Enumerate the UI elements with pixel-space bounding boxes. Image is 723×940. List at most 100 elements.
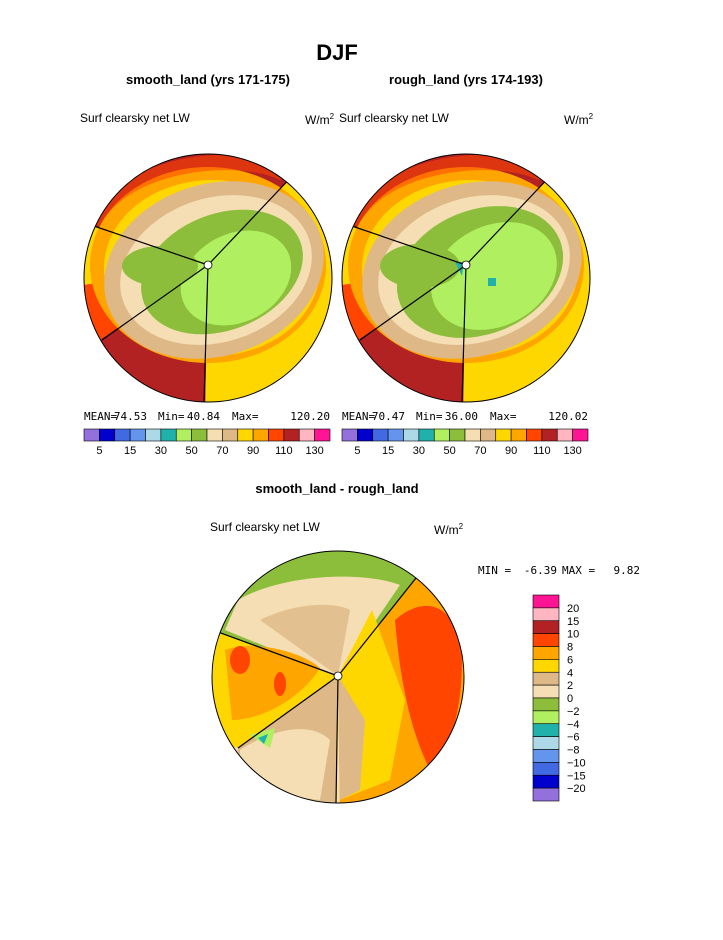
map-rough-land: [342, 154, 590, 402]
difference-variable-label: Surf clearsky net LW: [210, 520, 320, 534]
right-colorbar-swatch: [387, 428, 404, 442]
map-smooth-land: [84, 154, 332, 402]
map-a-lightgreen-core: [180, 230, 292, 326]
difference-max-label: MAX =: [562, 564, 595, 577]
map-c-red-west-1: [230, 646, 250, 674]
map-c-tan-north: [260, 604, 350, 676]
left-colorbar-swatch: [99, 428, 116, 442]
left-panel-title: smooth_land (yrs 171-175): [126, 72, 290, 87]
left-mean-label: MEAN=: [84, 410, 117, 423]
difference-colorbar-tick-label: −8: [567, 745, 580, 757]
left-colorbar-swatch: [206, 428, 223, 442]
map-b-lightgreen-core: [431, 222, 557, 330]
difference-colorbar-swatch: [532, 697, 560, 712]
left-units-sup: 2: [330, 112, 335, 121]
right-units-base: W/m: [564, 113, 589, 127]
difference-colorbar-tick-label: 0: [567, 693, 573, 705]
right-colorbar-swatch: [341, 428, 358, 442]
map-a-sector-lines: [87, 171, 297, 402]
figure-title: DJF: [316, 40, 358, 65]
difference-colorbar-swatch: [532, 594, 560, 609]
difference-colorbar-tick-label: 15: [567, 616, 579, 628]
left-colorbar-swatch: [268, 428, 285, 442]
left-units: W/m2: [305, 112, 335, 127]
right-max-label: Max=: [490, 410, 517, 423]
right-colorbar-swatch: [372, 428, 389, 442]
difference-colorbar-swatch: [532, 749, 560, 763]
difference-colorbar-swatch: [532, 671, 560, 686]
right-mean-value: 70.47: [372, 410, 405, 423]
right-min-label: Min=: [416, 410, 443, 423]
difference-units-sup: 2: [459, 522, 464, 531]
right-colorbar-swatch: [541, 428, 558, 442]
left-min-value: 40.84: [187, 410, 220, 423]
right-colorbar-swatch: [418, 428, 435, 442]
difference-colorbar-swatch: [532, 723, 560, 737]
difference-colorbar-tick-label: −2: [567, 706, 580, 718]
right-units: W/m2: [564, 112, 594, 127]
left-colorbar-swatch: [191, 428, 208, 442]
right-variable-label: Surf clearsky net LW: [339, 111, 449, 125]
left-colorbar-tick-label: 70: [216, 445, 228, 457]
map-a-outline: [83, 153, 333, 403]
right-colorbar-tick-label: 130: [563, 445, 581, 457]
right-colorbar-swatch: [357, 428, 374, 442]
difference-min-label: MIN =: [478, 564, 511, 577]
left-max-label: Max=: [232, 410, 259, 423]
left-mean-value: 74.53: [114, 410, 147, 423]
left-min-label: Min=: [158, 410, 185, 423]
right-colorbar-tick-label: 70: [474, 445, 486, 457]
difference-colorbar-swatch: [532, 646, 560, 660]
left-variable-label: Surf clearsky net LW: [80, 111, 190, 125]
map-a-green-west: [122, 246, 198, 286]
left-colorbar-tick-label: 5: [96, 445, 102, 457]
left-colorbar-tick-label: 50: [186, 445, 198, 457]
difference-colorbar-tick-label: −6: [567, 732, 580, 744]
right-colorbar: 5 15 30 50 70 90 110 130: [341, 428, 589, 457]
left-units-base: W/m: [305, 113, 330, 127]
difference-max-value: 9.82: [614, 564, 641, 577]
right-colorbar-swatch: [480, 428, 497, 442]
map-difference: [212, 551, 464, 803]
difference-colorbar-swatch: [532, 774, 560, 789]
difference-colorbar-swatch: [532, 736, 560, 750]
left-colorbar-swatch: [237, 428, 254, 442]
map-b-outline: [341, 153, 591, 403]
map-a-orange-band-north: [88, 154, 296, 226]
right-min-value: 36.00: [445, 410, 478, 423]
difference-colorbar-tick-label: 2: [567, 680, 573, 692]
right-colorbar-swatch: [403, 428, 420, 442]
right-max-value: 120.02: [548, 410, 588, 423]
left-colorbar-swatch: [298, 428, 315, 442]
difference-colorbar-tick-label: −10: [567, 757, 586, 769]
right-colorbar-swatch: [526, 428, 543, 442]
difference-stats: MIN = -6.39 MAX = 9.82: [478, 564, 640, 577]
difference-colorbar-tick-label: 20: [567, 603, 579, 615]
map-c-red-west-2: [274, 672, 286, 696]
difference-colorbar-tick-label: −15: [567, 770, 586, 782]
map-c-sector-lines: [217, 577, 417, 803]
difference-colorbar-swatch: [532, 620, 560, 634]
map-b-orange-band-north: [346, 154, 554, 226]
difference-colorbar-swatch: [532, 762, 560, 776]
right-units-sup: 2: [589, 112, 594, 121]
left-stats: MEAN= 74.53 Min= 40.84 Max= 120.20: [84, 410, 330, 423]
difference-units: W/m2: [434, 522, 464, 537]
map-b-pole: [461, 260, 471, 270]
right-panel-title: rough_land (yrs 174-193): [389, 72, 543, 87]
difference-units-base: W/m: [434, 523, 459, 537]
right-colorbar-swatch: [510, 428, 527, 442]
left-colorbar: 5 15 30 50 70 90 110 130: [83, 428, 331, 457]
left-colorbar-swatch: [314, 428, 331, 442]
difference-colorbar-tick-label: 6: [567, 654, 573, 666]
map-c-tan-south: [338, 676, 365, 800]
left-max-value: 120.20: [290, 410, 330, 423]
difference-colorbar-swatch: [532, 633, 560, 647]
difference-min-value: -6.39: [524, 564, 557, 577]
difference-colorbar-tick-label: −4: [567, 719, 580, 731]
difference-colorbar-swatch: [532, 607, 560, 622]
difference-colorbar-tick-label: −20: [567, 783, 586, 795]
